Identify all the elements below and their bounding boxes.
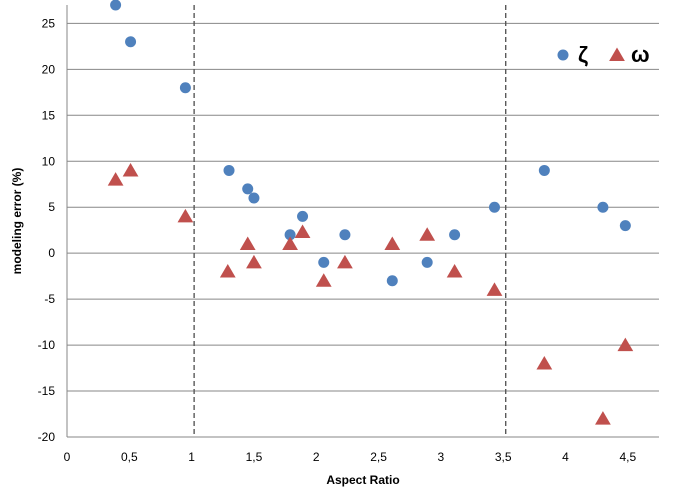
axes — [66, 5, 659, 438]
point-omega — [486, 282, 503, 296]
point-omega — [617, 337, 634, 352]
legend: ζ ω — [557, 42, 650, 67]
gridlines — [67, 22, 659, 438]
x-tick-label: 0 — [64, 450, 71, 464]
point-omega — [315, 273, 332, 287]
y-tick-label: 10 — [42, 154, 56, 168]
legend-label-zeta: ζ — [578, 42, 588, 67]
y-tick-labels: -20 -15 -10 -5 0 5 10 15 20 25 — [38, 16, 56, 444]
point-zeta — [488, 201, 500, 213]
y-tick-label: -15 — [38, 384, 56, 398]
point-omega — [419, 227, 436, 241]
x-tick-labels: 0 0,5 1 1,5 2 2,5 3 3,5 4 4,5 — [64, 450, 637, 464]
point-omega — [337, 254, 353, 269]
x-axis-title: Aspect Ratio — [326, 473, 399, 487]
point-zeta — [297, 210, 309, 222]
point-omega — [239, 236, 256, 250]
y-axis-title: modeling error (%) — [10, 168, 24, 275]
point-omega — [595, 411, 611, 425]
data-points — [107, 0, 634, 425]
point-zeta — [242, 183, 254, 195]
x-tick-label: 1 — [188, 450, 195, 464]
point-zeta — [619, 220, 631, 232]
legend-label-omega: ω — [631, 42, 650, 67]
y-tick-label: 15 — [42, 108, 56, 122]
point-omega — [177, 208, 194, 223]
x-tick-label: 2 — [313, 450, 320, 464]
point-omega — [294, 224, 311, 239]
point-omega — [446, 264, 463, 278]
legend-marker-zeta — [557, 49, 569, 61]
point-zeta — [386, 275, 398, 287]
point-omega — [246, 254, 262, 269]
x-tick-label: 1,5 — [246, 450, 263, 464]
x-tick-label: 0,5 — [121, 450, 138, 464]
reference-lines — [193, 5, 507, 437]
point-omega — [219, 264, 236, 278]
point-zeta — [339, 229, 351, 241]
point-zeta — [421, 256, 433, 268]
y-tick-label: -10 — [38, 338, 56, 352]
point-omega — [107, 172, 124, 186]
point-zeta — [248, 192, 260, 204]
x-tick-label: 4,5 — [619, 450, 636, 464]
point-omega — [536, 355, 553, 370]
point-omega — [282, 236, 298, 250]
point-omega — [384, 236, 401, 250]
y-tick-label: -20 — [38, 430, 56, 444]
x-tick-label: 3 — [438, 450, 445, 464]
point-zeta — [318, 256, 330, 268]
y-tick-label: 20 — [42, 62, 56, 76]
point-zeta — [538, 164, 550, 176]
legend-marker-omega — [609, 47, 625, 61]
y-tick-label: -5 — [44, 292, 55, 306]
x-tick-label: 4 — [562, 450, 569, 464]
point-omega — [122, 162, 139, 177]
point-zeta — [449, 229, 461, 241]
y-tick-label: 0 — [48, 246, 55, 260]
point-zeta — [125, 36, 137, 48]
point-zeta — [179, 82, 191, 94]
point-zeta — [284, 229, 296, 241]
point-zeta — [110, 0, 122, 11]
point-zeta — [223, 164, 235, 176]
y-tick-label: 25 — [42, 16, 56, 30]
point-zeta — [597, 201, 609, 213]
x-tick-label: 2,5 — [370, 450, 387, 464]
y-tick-label: 5 — [48, 200, 55, 214]
x-tick-label: 3,5 — [495, 450, 512, 464]
